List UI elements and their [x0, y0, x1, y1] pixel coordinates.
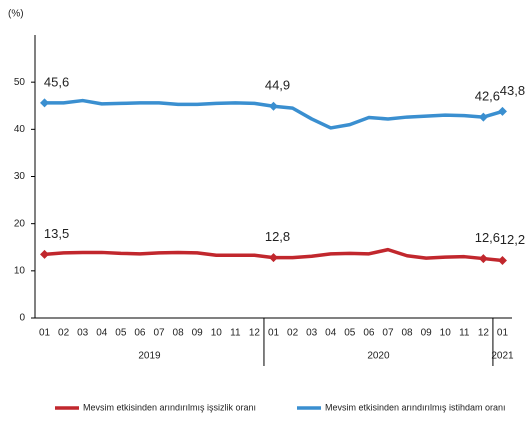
x-group-label: 2019 [138, 351, 161, 362]
x-tick-label: 07 [153, 328, 165, 339]
data-label: 13,5 [44, 226, 69, 241]
data-label: 43,8 [500, 83, 525, 98]
x-tick-label: 12 [478, 328, 490, 339]
x-tick-label: 11 [459, 328, 470, 339]
x-tick-label: 02 [58, 328, 70, 339]
x-tick-label: 02 [287, 328, 299, 339]
data-label: 12,8 [265, 229, 290, 244]
data-label: 44,9 [265, 78, 290, 93]
y-tick-label: 10 [14, 265, 26, 276]
y-tick-label: 30 [14, 171, 26, 182]
x-tick-label: 05 [115, 328, 127, 339]
y-tick-label: 50 [14, 77, 26, 88]
x-tick-label: 04 [325, 328, 337, 339]
data-label: 45,6 [44, 74, 69, 89]
point-marker [478, 112, 488, 122]
x-tick-label: 06 [134, 328, 146, 339]
x-tick-label: 08 [401, 328, 413, 339]
legend-label: Mevsim etkisinden arındırılmış istihdam … [325, 402, 506, 412]
data-label: 42,6 [475, 89, 500, 104]
x-tick-label: 10 [211, 328, 223, 339]
point-marker [269, 253, 278, 263]
x-tick-label: 01 [39, 328, 51, 339]
point-marker [269, 101, 278, 111]
point-marker [478, 254, 488, 264]
point-marker [497, 106, 507, 116]
x-tick-label: 03 [77, 328, 89, 339]
point-marker [497, 255, 507, 265]
x-tick-label: 08 [173, 328, 185, 339]
x-tick-label: 07 [382, 328, 394, 339]
y-tick-label: 40 [14, 124, 26, 135]
x-group-label: 2021 [491, 351, 514, 362]
point-marker [40, 98, 50, 108]
x-tick-label: 06 [363, 328, 375, 339]
x-tick-label: 01 [497, 328, 509, 339]
x-tick-label: 11 [230, 328, 241, 339]
point-marker [40, 249, 50, 259]
x-tick-label: 05 [344, 328, 356, 339]
x-group-label: 2020 [367, 351, 390, 362]
y-tick-label: 20 [14, 218, 26, 229]
y-axis-label: (%) [8, 9, 24, 20]
x-tick-label: 03 [306, 328, 318, 339]
x-tick-label: 09 [192, 328, 204, 339]
x-tick-label: 04 [96, 328, 108, 339]
data-label: 12,6 [475, 230, 500, 245]
y-tick-label: 0 [19, 313, 25, 324]
x-tick-label: 01 [268, 328, 280, 339]
legend-label: Mevsim etkisinden arındırılmış işsizlik … [83, 402, 256, 412]
x-tick-label: 09 [421, 328, 433, 339]
x-tick-label: 12 [249, 328, 261, 339]
x-tick-label: 10 [440, 328, 452, 339]
data-label: 12,2 [500, 232, 525, 247]
